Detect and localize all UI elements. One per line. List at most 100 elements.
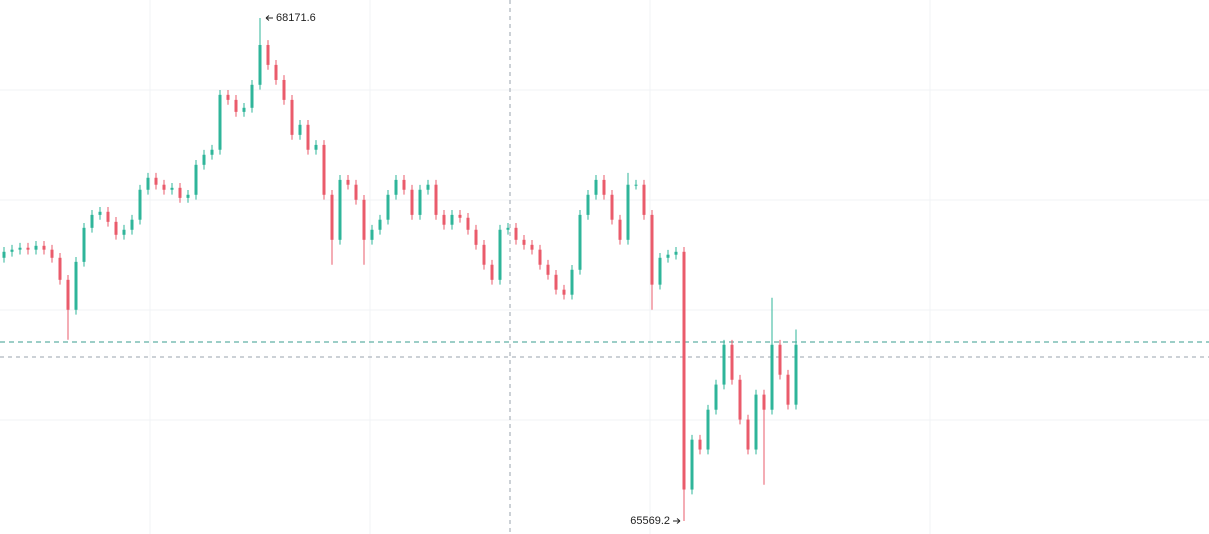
candle-body: [778, 344, 782, 375]
candle-body: [514, 227, 518, 240]
candle-body: [218, 94, 222, 150]
arrow-right: [673, 518, 681, 524]
max-label: 68171.6: [276, 12, 316, 24]
candle-body: [130, 219, 134, 230]
candle-body: [658, 257, 662, 285]
candle-body: [178, 187, 182, 198]
candle-body: [482, 244, 486, 265]
candle-body: [82, 227, 86, 262]
candle-body: [194, 164, 198, 195]
candle-body: [322, 144, 326, 195]
candle-body: [346, 179, 350, 185]
candle-body: [570, 269, 574, 295]
candle-body: [306, 124, 310, 150]
candle-body: [426, 184, 430, 190]
candle-body: [602, 179, 606, 195]
candle-body: [266, 44, 270, 65]
candle-body: [650, 214, 654, 285]
extreme-labels: 68171.6 65569.2: [265, 12, 681, 527]
candle-body: [754, 394, 758, 450]
candle-body: [98, 211, 102, 215]
candle-body: [698, 439, 702, 450]
candle-body: [370, 229, 374, 240]
candle-body: [138, 189, 142, 220]
candle-body: [474, 229, 478, 245]
candle-body: [274, 64, 278, 80]
candle-body: [162, 184, 166, 190]
candle-body: [722, 344, 726, 385]
candle-body: [154, 177, 158, 185]
candle-body: [458, 214, 462, 218]
candle-body: [530, 244, 534, 250]
candle-body: [618, 219, 622, 240]
candle-body: [738, 379, 742, 420]
candle-body: [642, 184, 646, 215]
candle-body: [498, 229, 502, 280]
candle-body: [714, 384, 718, 410]
candle-body: [634, 184, 638, 186]
candle-body: [626, 184, 630, 240]
candle-body: [210, 149, 214, 155]
candle-body: [546, 264, 550, 275]
candle-body: [242, 107, 246, 112]
candle-body: [250, 84, 254, 108]
candles: [2, 18, 798, 521]
candle-body: [794, 344, 798, 405]
candle-body: [10, 249, 14, 252]
candle-body: [34, 245, 38, 250]
min-label: 65569.2: [630, 515, 670, 527]
candle-body: [290, 99, 294, 135]
candle-body: [106, 211, 110, 222]
candle-body: [578, 214, 582, 270]
candle-body: [330, 194, 334, 240]
candle-body: [226, 94, 230, 100]
candle-body: [202, 154, 206, 165]
candle-body: [450, 214, 454, 225]
candle-body: [674, 251, 678, 255]
candle-body: [90, 214, 94, 228]
candle-body: [682, 251, 686, 490]
candle-body: [402, 179, 406, 190]
candle-body: [42, 245, 46, 250]
candle-body: [282, 79, 286, 100]
candle-body: [362, 199, 366, 240]
candle-body: [258, 44, 262, 85]
candle-body: [114, 221, 118, 235]
candle-body: [18, 247, 22, 250]
candle-body: [378, 219, 382, 230]
candle-body: [490, 264, 494, 280]
candle-body: [610, 194, 614, 220]
candle-body: [2, 251, 6, 258]
candle-body: [338, 179, 342, 240]
candle-body: [770, 344, 774, 410]
candle-body: [706, 409, 710, 450]
candle-body: [122, 229, 126, 235]
candle-body: [762, 394, 766, 410]
candle-body: [554, 274, 558, 290]
arrow-left: [265, 15, 273, 21]
candle-body: [314, 144, 318, 150]
candle-body: [170, 187, 174, 190]
candle-body: [562, 289, 566, 295]
candle-body: [66, 279, 70, 310]
candle-body: [746, 419, 750, 450]
candle-body: [394, 179, 398, 195]
candle-body: [442, 214, 446, 225]
candle-body: [786, 374, 790, 405]
candle-body: [418, 189, 422, 215]
candle-body: [186, 194, 190, 198]
candle-body: [690, 439, 694, 490]
candle-body: [50, 249, 54, 258]
candle-body: [522, 239, 526, 245]
candle-body: [58, 257, 62, 280]
candle-body: [74, 261, 78, 310]
candle-body: [434, 184, 438, 215]
candle-body: [298, 124, 302, 135]
candle-body: [146, 177, 150, 190]
candle-body: [506, 227, 510, 230]
candle-body: [666, 254, 670, 258]
candle-body: [386, 194, 390, 220]
